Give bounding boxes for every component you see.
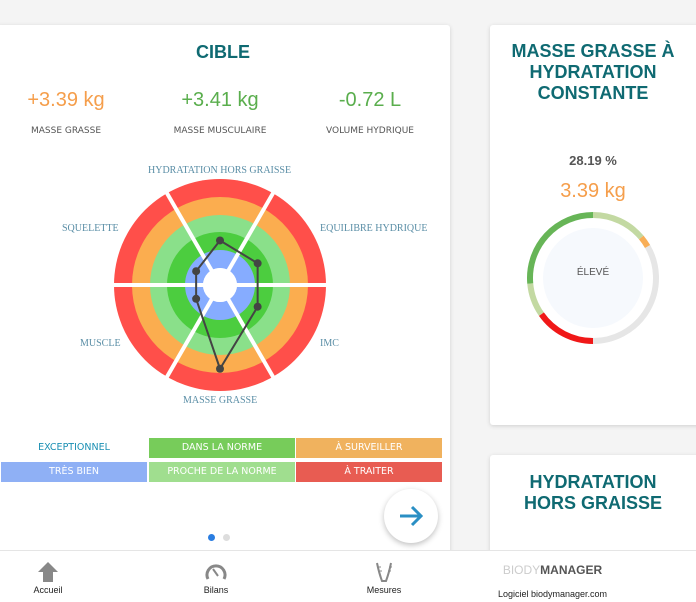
axis-label: EQUILIBRE HYDRIQUE (320, 223, 428, 234)
radar-point (216, 364, 224, 373)
metric-water: -0.72 L VOLUME HYDRIQUE (325, 89, 414, 136)
metric-fat: +3.39 kg MASSE GRASSE (27, 89, 105, 136)
legend-dans-la-norme: DANS LA NORME (149, 438, 295, 458)
target-card: CIBLE +3.39 kg MASSE GRASSE +3.41 kg MASSE… (0, 25, 450, 565)
legend-tres-bien: TRÈS BIEN (1, 462, 147, 482)
axis-label: MASSE GRASSE (183, 395, 258, 406)
arrow-right-icon (400, 505, 424, 527)
gauge-icon (205, 564, 227, 580)
radar-point (192, 294, 201, 303)
nav-accueil[interactable]: Accueil (22, 561, 74, 595)
metric-muscle: +3.41 kg MASSE MUSCULAIRE (173, 89, 267, 136)
gauge-segment (527, 212, 594, 284)
card-title: CIBLE (196, 42, 250, 62)
legend-exceptionnel: EXCEPTIONNEL (38, 442, 110, 453)
fat-value: 3.39 kg (560, 180, 626, 202)
radar-point (192, 267, 201, 276)
fat-constant-hydration-card: MASSE GRASSE À HYDRATATION CONSTANTE 28.… (490, 25, 696, 425)
axis-label: SQUELETTE (62, 223, 119, 234)
fat-percent: 28.19 % (569, 153, 617, 168)
gauge-segment (638, 235, 651, 249)
nav-mesures[interactable]: Mesures (358, 561, 410, 595)
measure-icon (376, 562, 392, 582)
gauge-segment (527, 283, 544, 316)
nav-bilans[interactable]: Bilans (190, 561, 242, 595)
next-button[interactable] (384, 489, 438, 543)
legend-a-surveiller: À SURVEILLER (296, 438, 442, 458)
axis-label: HYDRATATION HORS GRAISSE (148, 165, 292, 176)
bottom-nav: Accueil Bilans Mesures BIODYMANAGER Logi… (0, 550, 696, 602)
gauge-track (592, 245, 659, 344)
radar-point (216, 236, 224, 245)
fat-gauge (527, 212, 659, 344)
page-dot-active[interactable] (208, 534, 215, 541)
card-title: MASSE GRASSE À HYDRATATION CONSTANTE (511, 41, 675, 103)
radar-point (253, 259, 262, 268)
gauge-segment (538, 312, 594, 344)
axis-label: MUSCLE (80, 338, 121, 349)
legend-a-traiter: À TRAITER (296, 462, 442, 482)
axis-label: IMC (320, 338, 339, 349)
page-dot[interactable] (223, 534, 230, 541)
home-icon (38, 562, 58, 582)
legend-proche-de-la-norme: PROCHE DE LA NORME (149, 462, 295, 482)
radar-point (253, 302, 262, 311)
card-title: HYDRATATION HORS GRAISSE (523, 472, 663, 513)
gauge-segment (592, 212, 644, 240)
gauge-status: ÉLEVÉ (576, 267, 610, 278)
radar-chart (112, 179, 328, 391)
brand: BIODYMANAGER Logiciel biodymanager.com (497, 563, 608, 599)
